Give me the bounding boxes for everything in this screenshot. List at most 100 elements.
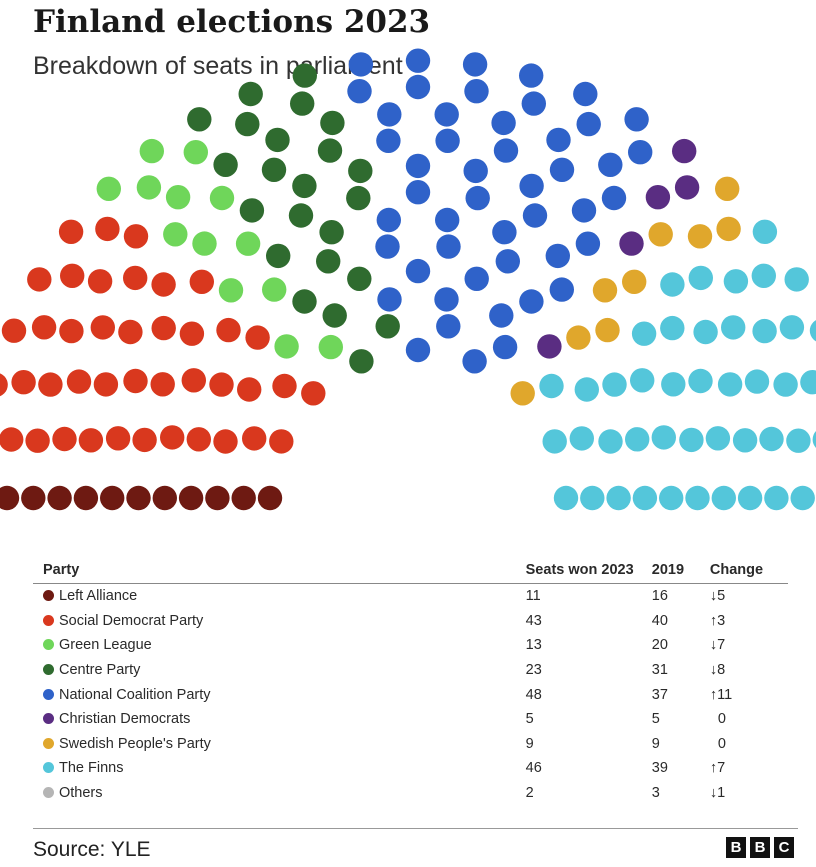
seat-dot [580, 485, 605, 511]
col-header-2019: 2019 [651, 560, 710, 584]
seat-dot [90, 315, 116, 340]
seat-dot [78, 428, 104, 453]
table-row: Centre Party 23 31 ↓8 [33, 658, 788, 683]
seat-dot [679, 427, 704, 453]
legend-swatch [43, 664, 54, 676]
seat-dot [685, 485, 710, 511]
bbc-logo-letter: B [750, 837, 770, 858]
seat-dot [752, 318, 777, 344]
party-cell: Centre Party [33, 658, 526, 683]
seat-dot [688, 368, 713, 394]
seat-dot [262, 277, 287, 302]
seat-dot [375, 314, 400, 339]
table-row: National Coalition Party 48 37 ↑11 [33, 682, 788, 707]
seat-dot [489, 303, 514, 328]
change-value: ↓7 [709, 637, 726, 654]
seat-dot [693, 319, 718, 345]
seat-dot [436, 314, 461, 339]
seat-dot [630, 368, 655, 393]
seat-dot [375, 234, 400, 259]
seat-dot [715, 176, 740, 201]
seat-dot [235, 231, 261, 256]
seat-dot [405, 337, 431, 363]
change-value: ↑7 [709, 760, 726, 777]
seat-dot [265, 127, 290, 153]
party-cell: Left Alliance [33, 584, 526, 609]
seat-dot [118, 319, 143, 345]
seat-dot [209, 185, 235, 211]
seat-dot [732, 428, 758, 453]
seat-dot [123, 224, 149, 249]
seats-2023-value-cell: 43 [526, 609, 652, 634]
seat-dot [150, 372, 175, 397]
change-value: 0 [717, 735, 726, 752]
seat-dot [575, 231, 601, 256]
col-header-change: Change [709, 560, 788, 584]
seats-2019-value-cell: 16 [652, 584, 710, 609]
seat-dot [0, 485, 20, 511]
seat-dot [47, 485, 72, 511]
seat-dot [322, 303, 347, 328]
seat-dot [348, 158, 373, 184]
footer-divider [33, 828, 798, 829]
seat-dot [242, 426, 267, 451]
seat-dot [347, 79, 372, 104]
seat-dot [493, 138, 519, 163]
seat-dot [632, 485, 658, 511]
seats-2023-value-cell: 11 [526, 584, 652, 609]
seat-dot [492, 220, 517, 245]
seats-2023-value: 46 [525, 760, 542, 777]
seat-dot [434, 287, 459, 312]
seats-2019-value-cell: 39 [652, 756, 710, 781]
seats-2019-value: 37 [651, 686, 668, 703]
seat-dot [464, 79, 489, 104]
seat-dot [752, 219, 778, 244]
party-name: Swedish People's Party [59, 735, 211, 752]
legend-swatch [43, 590, 54, 602]
seats-2023-value: 5 [525, 711, 534, 728]
legend-swatch [43, 762, 54, 774]
seat-dot [165, 185, 191, 210]
change-value: ↓1 [709, 785, 726, 802]
seat-dot [800, 370, 816, 395]
seats-2023-value-cell: 46 [526, 756, 652, 781]
seat-dot [711, 485, 736, 511]
seat-dot [237, 377, 262, 402]
change-value-cell: ↓5 [710, 584, 788, 609]
seat-dot [687, 224, 713, 249]
change-value-cell: 0 [710, 732, 788, 757]
seat-dot [183, 140, 208, 165]
seats-2019-value: 39 [651, 760, 668, 777]
seat-dot [301, 381, 326, 406]
change-value-cell: ↓7 [710, 633, 788, 658]
bbc-logo: B B C [726, 837, 794, 858]
seats-2019-value-cell: 37 [652, 682, 710, 707]
seats-2019-value: 40 [651, 612, 668, 629]
seats-2023-value-cell: 48 [526, 682, 652, 707]
table-row: Christian Democrats 5 5 0 [33, 707, 788, 732]
legend-swatch [43, 787, 54, 799]
seat-dot [132, 427, 157, 453]
seat-dot [405, 180, 431, 205]
seats-2019-value: 16 [651, 588, 668, 605]
seat-dot [96, 176, 122, 201]
seat-dot [317, 138, 343, 163]
seat-dot [181, 368, 206, 393]
seat-dot [491, 110, 516, 136]
seat-dot [436, 234, 461, 259]
seat-dot [660, 315, 685, 341]
seat-dot [462, 349, 487, 374]
party-name: National Coalition Party [59, 686, 211, 703]
seat-dot [105, 426, 131, 451]
seat-dot [21, 485, 46, 511]
seat-dot [672, 138, 697, 164]
seat-dot [292, 289, 317, 314]
party-name: Christian Democrats [59, 711, 191, 728]
seats-2019-value: 9 [651, 735, 660, 752]
seat-dot [519, 173, 544, 199]
seat-dot [213, 429, 238, 454]
seat-dot [628, 140, 653, 165]
seat-dot [235, 111, 260, 137]
table-row: Others 2 3 ↓1 [33, 781, 788, 806]
seat-dot [261, 157, 287, 182]
